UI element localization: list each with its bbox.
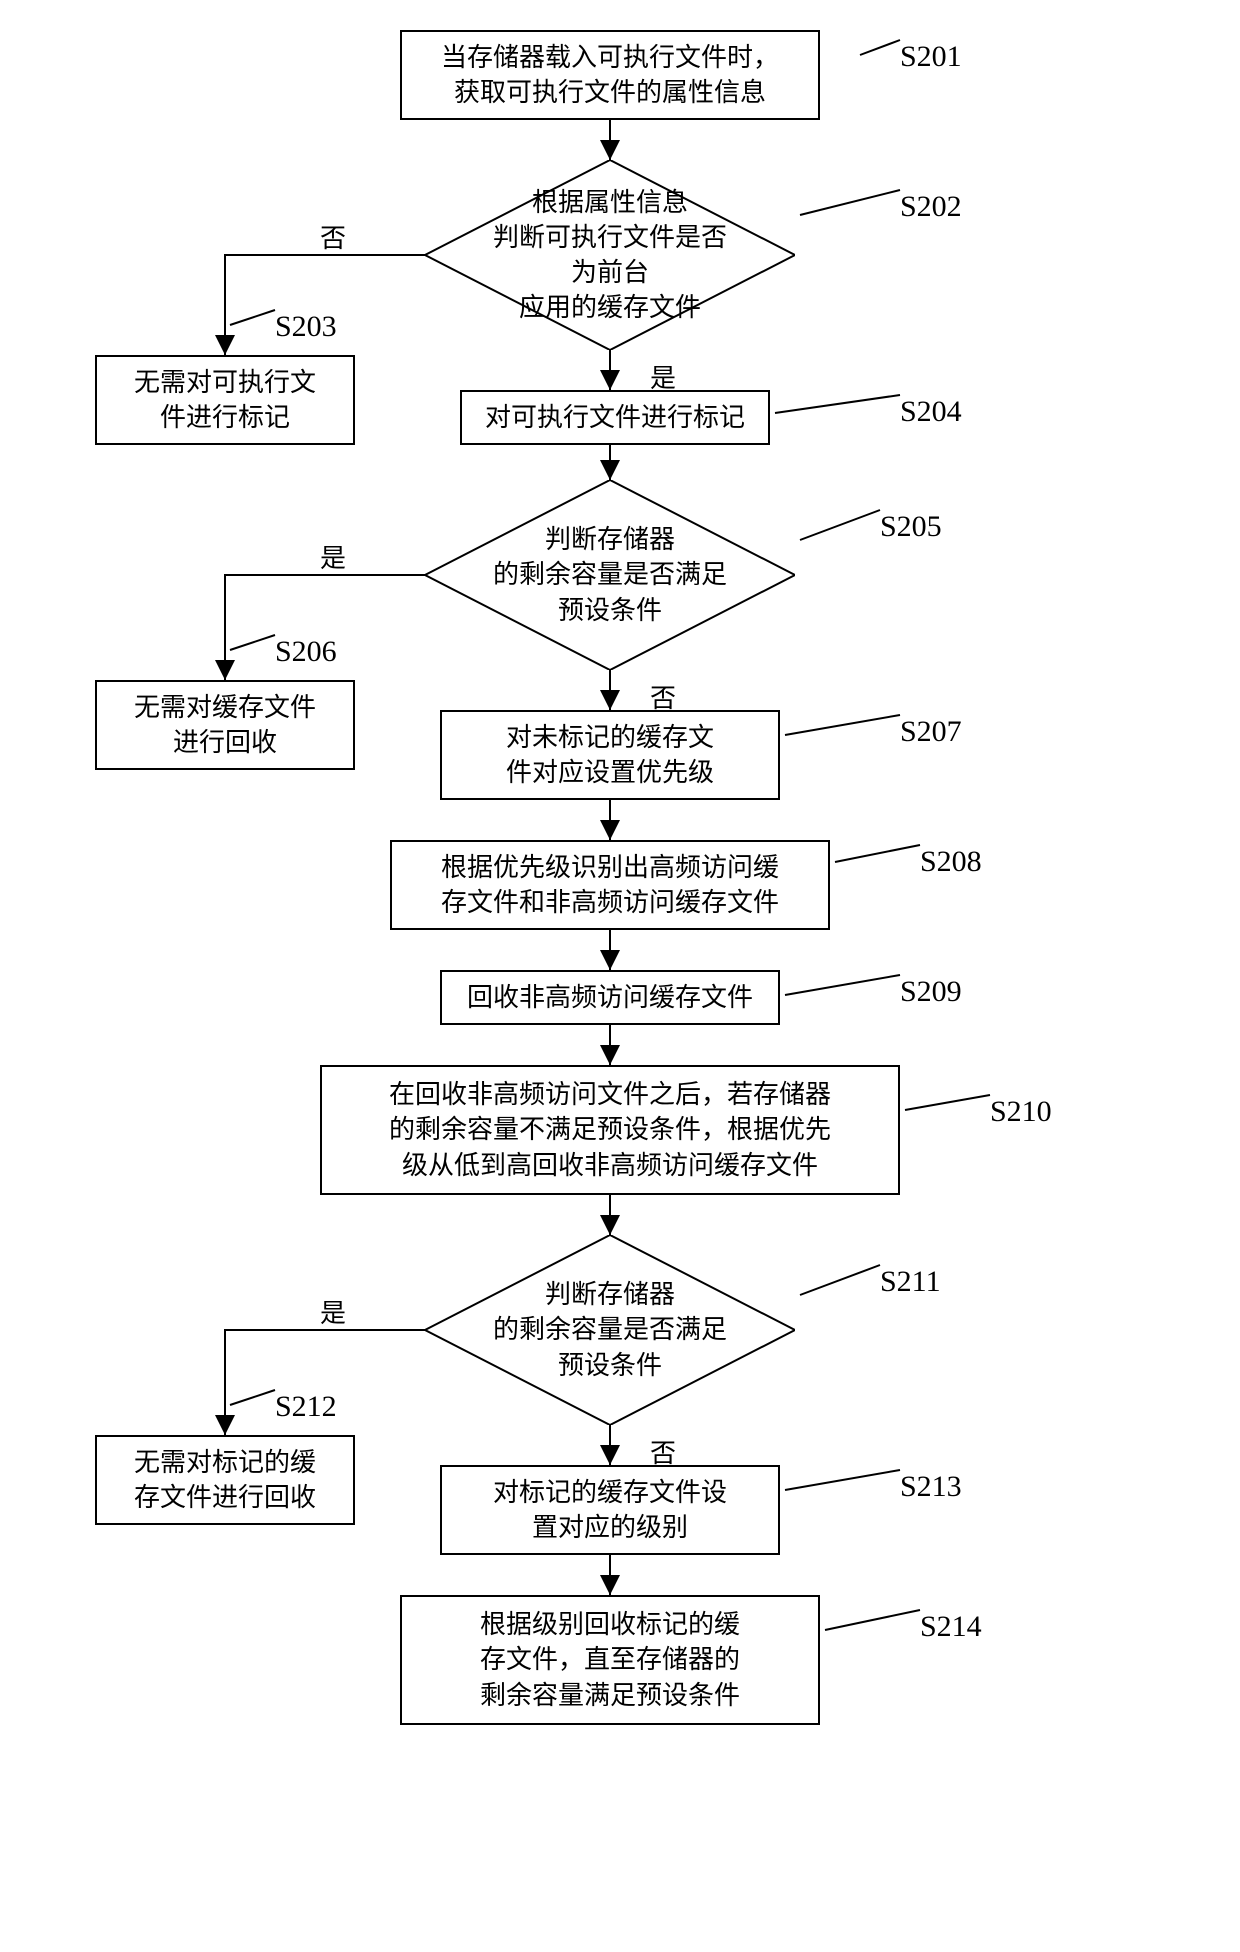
node-text: 无需对标记的缓存文件进行回收 (134, 1445, 316, 1515)
step-label-s201: S201 (900, 40, 962, 74)
step-label-s207: S207 (900, 715, 962, 749)
node-text: 根据属性信息判断可执行文件是否为前台应用的缓存文件 (425, 160, 795, 350)
edge-label-s202-s204: 是 (650, 358, 676, 395)
flowchart-node-s210: 在回收非高频访问文件之后，若存储器的剩余容量不满足预设条件，根据优先级从低到高回… (320, 1065, 900, 1195)
node-text: 无需对可执行文件进行标记 (134, 365, 316, 435)
flowchart-decision-s211: 判断存储器的剩余容量是否满足预设条件 (425, 1235, 795, 1425)
node-text: 对标记的缓存文件设置对应的级别 (493, 1475, 727, 1545)
flowchart-node-s213: 对标记的缓存文件设置对应的级别 (440, 1465, 780, 1555)
leader-line-4 (800, 510, 880, 540)
step-label-s209: S209 (900, 975, 962, 1009)
node-text: 无需对缓存文件进行回收 (134, 690, 316, 760)
leader-line-1 (800, 190, 900, 215)
node-text: 在回收非高频访问文件之后，若存储器的剩余容量不满足预设条件，根据优先级从低到高回… (389, 1077, 831, 1182)
node-text: 判断存储器的剩余容量是否满足预设条件 (425, 480, 795, 670)
step-label-s204: S204 (900, 395, 962, 429)
flowchart-decision-s202: 根据属性信息判断可执行文件是否为前台应用的缓存文件 (425, 160, 795, 350)
leader-line-9 (905, 1095, 990, 1110)
edge-label-s205-s207: 否 (650, 678, 676, 715)
flowchart-node-s201: 当存储器载入可执行文件时，获取可执行文件的属性信息 (400, 30, 820, 120)
node-text: 对未标记的缓存文件对应设置优先级 (506, 720, 714, 790)
node-text: 对可执行文件进行标记 (485, 400, 745, 435)
flowchart-node-s214: 根据级别回收标记的缓存文件，直至存储器的剩余容量满足预设条件 (400, 1595, 820, 1725)
flowchart-node-s203: 无需对可执行文件进行标记 (95, 355, 355, 445)
leader-line-7 (835, 845, 920, 862)
flowchart-node-s206: 无需对缓存文件进行回收 (95, 680, 355, 770)
step-label-s203: S203 (275, 310, 337, 344)
node-text: 回收非高频访问缓存文件 (467, 980, 753, 1015)
edge-label-s202-s203: 否 (320, 218, 346, 255)
step-label-s212: S212 (275, 1390, 337, 1424)
node-text: 根据优先级识别出高频访问缓存文件和非高频访问缓存文件 (441, 850, 779, 920)
edge-label-s211-s212: 是 (320, 1293, 346, 1330)
flowchart-decision-s205: 判断存储器的剩余容量是否满足预设条件 (425, 480, 795, 670)
step-label-s211: S211 (880, 1265, 941, 1299)
flowchart-node-s212: 无需对标记的缓存文件进行回收 (95, 1435, 355, 1525)
node-text: 根据级别回收标记的缓存文件，直至存储器的剩余容量满足预设条件 (480, 1607, 740, 1712)
node-text: 当存储器载入可执行文件时，获取可执行文件的属性信息 (441, 40, 779, 110)
leader-line-11 (230, 1390, 275, 1405)
leader-line-13 (825, 1610, 920, 1630)
leader-line-8 (785, 975, 900, 995)
step-label-s202: S202 (900, 190, 962, 224)
leader-line-0 (860, 40, 900, 55)
leader-line-10 (800, 1265, 880, 1295)
flowchart-node-s207: 对未标记的缓存文件对应设置优先级 (440, 710, 780, 800)
step-label-s214: S214 (920, 1610, 982, 1644)
leader-line-12 (785, 1470, 900, 1490)
edge-label-s211-s213: 否 (650, 1433, 676, 1470)
leader-line-5 (230, 635, 275, 650)
flowchart-node-s208: 根据优先级识别出高频访问缓存文件和非高频访问缓存文件 (390, 840, 830, 930)
step-label-s213: S213 (900, 1470, 962, 1504)
step-label-s205: S205 (880, 510, 942, 544)
flowchart-node-s204: 对可执行文件进行标记 (460, 390, 770, 445)
node-text: 判断存储器的剩余容量是否满足预设条件 (425, 1235, 795, 1425)
flowchart-node-s209: 回收非高频访问缓存文件 (440, 970, 780, 1025)
leader-line-3 (775, 395, 900, 413)
step-label-s206: S206 (275, 635, 337, 669)
step-label-s208: S208 (920, 845, 982, 879)
leader-line-6 (785, 715, 900, 735)
edge-label-s205-s206: 是 (320, 538, 346, 575)
leader-line-2 (230, 310, 275, 325)
step-label-s210: S210 (990, 1095, 1052, 1129)
